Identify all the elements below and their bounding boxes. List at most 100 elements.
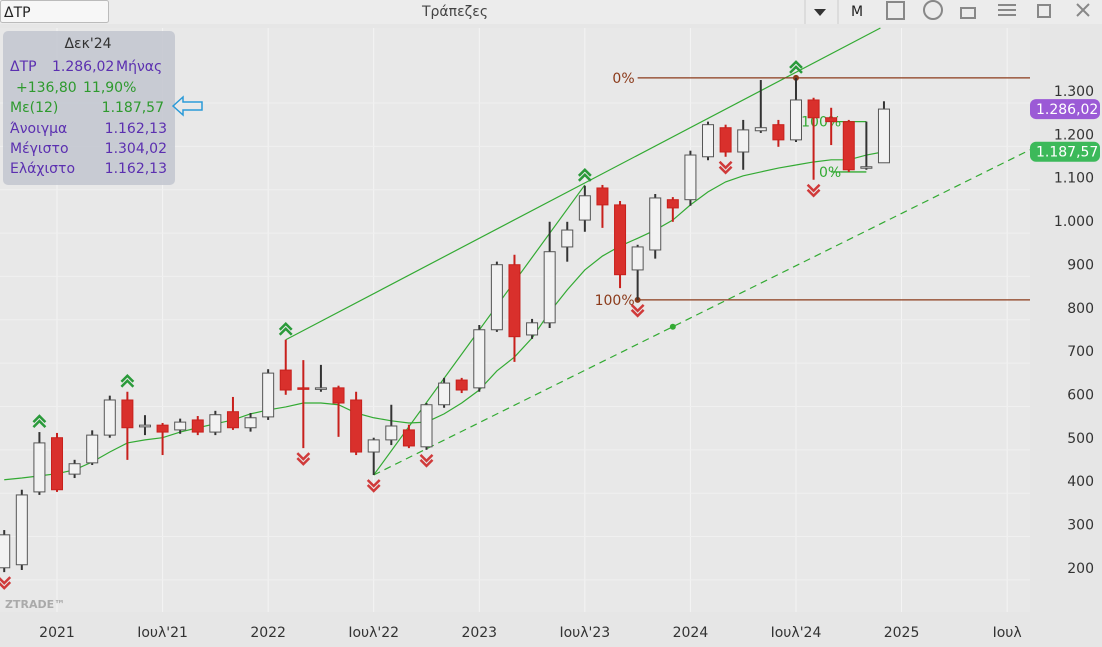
x-tick-label: Ιουλ'23 [559,625,610,641]
restore-icon[interactable] [1037,4,1051,18]
candle-body [596,187,609,206]
quote-icon[interactable] [923,0,943,20]
x-tick-label: 2025 [884,625,920,641]
candle-body [103,399,116,436]
candle-body [825,117,838,123]
y-tick-label: 400 [1067,474,1094,490]
candle-body [684,154,697,201]
candle-body [438,382,451,406]
pivot-low [630,303,645,318]
candle-body [631,246,644,271]
price-badge [1030,141,1100,162]
candle-body [68,463,81,475]
trendline-point [669,323,676,330]
info-ma-value: 1.187,57 [102,100,164,116]
fib-label: 0% [612,71,634,87]
candle-body [543,251,556,324]
y-tick-label: 700 [1067,344,1094,360]
info-high-label: Μέγιστο [10,141,69,157]
candle-body [508,264,521,338]
lock-icon[interactable] [960,7,976,19]
candle-body [578,195,591,221]
pivot-low [806,183,821,198]
pivot-high [577,168,592,182]
candle-body [526,322,539,336]
candle-body [209,414,222,433]
y-tick-label: 200 [1067,561,1094,577]
candle-body [51,437,64,491]
y-tick-label: 1.200 [1054,127,1094,143]
pivot-low [0,576,12,590]
candle-body [614,204,627,276]
candle-body [86,434,99,464]
dropdown-icon[interactable] [814,9,826,16]
pivot-low [296,452,311,466]
pointer-icon [171,95,203,117]
pivot-low [366,479,381,493]
info-low-label: Ελάχιστο [10,161,75,177]
group-title: Τράπεζες [421,4,488,20]
info-panel [3,31,175,185]
trendline [285,27,881,341]
info-change: +136,80 [16,80,77,96]
candle-body [156,424,169,433]
y-tick-label: 600 [1067,387,1094,403]
candle-body [719,127,732,153]
menu-icon[interactable] [998,4,1016,16]
candle-body [33,442,46,493]
y-tick-label: 900 [1067,257,1094,273]
y-tick-label: 800 [1067,301,1094,317]
period-button[interactable]: M [851,4,863,20]
candle-body [649,197,662,251]
info-open: 1.162,13 [105,121,167,137]
candle-body [772,124,785,141]
x-tick-label: 2021 [39,625,75,641]
candle-body [385,425,398,441]
candle-body [15,494,28,566]
candle-body [807,99,820,119]
candle-body [666,199,679,209]
info-ma-label: Με(12) [10,100,58,116]
y-tick-label: 500 [1067,431,1094,447]
candle-body [754,127,767,132]
price-badge [1030,99,1100,120]
trendline [373,149,1031,476]
info-close: 1.286,02 [52,59,114,75]
pivot-low [419,453,434,468]
close-icon[interactable] [1076,3,1090,17]
y-tick-label: 1.100 [1054,171,1094,187]
candle-body [455,379,468,391]
candle-body [121,399,134,429]
candle-body [702,124,715,158]
x-tick-label: Ιουλ'24 [771,625,822,641]
candle-body [226,411,239,429]
candle-body [561,229,574,248]
symbol-text: ΔΤΡ [4,5,31,21]
panel-icon[interactable] [886,1,905,20]
candle-body [332,387,345,404]
candle-body [0,534,11,569]
x-tick-label: Ιουλ'21 [137,625,188,641]
info-symbol: ΔΤΡ [10,59,37,75]
info-period: Μήνας [116,59,162,75]
moving-average [4,151,885,481]
info-open-label: Άνοιγμα [10,121,67,137]
x-tick-label: Ιουλ'22 [348,625,399,641]
candle-body [737,129,750,153]
pivot-low [718,160,733,175]
symbol-input[interactable] [0,0,109,23]
candle-body [420,404,433,448]
watermark: ZTRADE™ [5,598,65,611]
candle-body [262,372,275,418]
x-tick-label: 2023 [461,625,497,641]
candle-body [279,369,292,391]
pivot-high [278,321,293,336]
price-badge-label: 1.286,02 [1036,102,1098,118]
toolbar [0,0,1102,24]
info-low: 1.162,13 [105,161,167,177]
candle-body [877,108,890,164]
pivot-high [120,373,135,388]
candle-body [174,421,187,431]
